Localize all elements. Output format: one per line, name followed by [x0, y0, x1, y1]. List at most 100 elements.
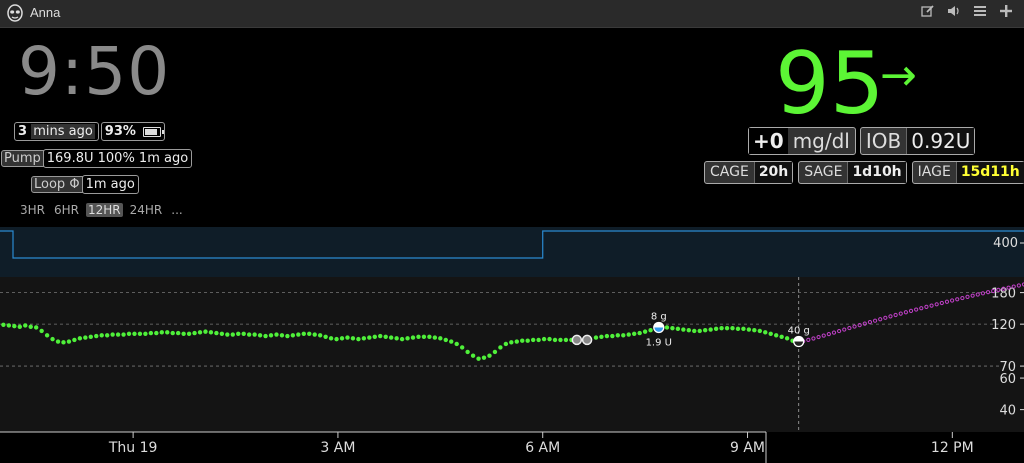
- glucose-point: [246, 332, 252, 337]
- glucose-point: [50, 336, 55, 342]
- iob-pill[interactable]: IOB 0.92U: [859, 127, 976, 155]
- sage-value: 1d10h: [847, 162, 906, 183]
- y-tick-label-70: 70: [999, 360, 1016, 375]
- add-icon[interactable]: [998, 4, 1014, 22]
- range-24hr-button[interactable]: 24HR: [129, 203, 163, 217]
- bg-delta: +0 mg/dl: [748, 127, 856, 155]
- battery-status: 93%: [100, 122, 166, 141]
- y-tick-label-180: 180: [991, 287, 1016, 302]
- forecast-point: [888, 314, 893, 319]
- pump-label: Pump: [1, 150, 44, 167]
- range-12hr-button[interactable]: 12HR: [86, 203, 123, 217]
- iage-pill[interactable]: IAGE 15d11h: [911, 161, 1024, 184]
- glucose-point: [476, 356, 481, 361]
- calibration-point[interactable]: [581, 334, 593, 346]
- glucose-point: [115, 332, 121, 337]
- glucose-point: [757, 328, 763, 334]
- glucose-point: [773, 333, 779, 338]
- forecast-point: [878, 317, 883, 322]
- glucose-point: [110, 332, 115, 337]
- forecast-point: [980, 291, 986, 296]
- glucose-point: [274, 332, 279, 337]
- glucose-point: [219, 331, 225, 337]
- glucose-point: [719, 325, 724, 331]
- glucose-point: [615, 333, 621, 338]
- basal-panel: [0, 227, 1024, 277]
- glucose-point: [356, 336, 361, 342]
- loop-value: 1m ago: [81, 175, 139, 194]
- glucose-point: [143, 331, 148, 337]
- calibration-point[interactable]: [571, 334, 583, 346]
- top-bar: Anna: [0, 0, 1024, 28]
- glucose-point: [285, 333, 290, 339]
- glucose-point: [702, 328, 708, 333]
- forecast-point: [893, 312, 898, 318]
- range-3hr-button[interactable]: 3HR: [20, 203, 45, 217]
- forecast-point: [842, 327, 847, 332]
- app-title: Anna: [30, 5, 61, 20]
- x-tick-label-1: 3 AM: [320, 440, 355, 456]
- x-axis-panel: [0, 432, 1024, 463]
- sage-pill[interactable]: SAGE 1d10h: [798, 161, 907, 184]
- glucose-point: [427, 334, 432, 339]
- glucose-point: [552, 337, 558, 343]
- glucose-point: [681, 327, 686, 332]
- glucose-point: [692, 328, 697, 334]
- glucose-point: [88, 334, 93, 339]
- glucose-point: [121, 332, 126, 337]
- glucose-point: [328, 336, 334, 341]
- glucose-point: [621, 333, 626, 338]
- forecast-point: [929, 303, 934, 308]
- glucose-point: [1, 322, 6, 328]
- forecast-point: [1006, 285, 1011, 290]
- glucose-point: [72, 337, 77, 343]
- bg-value: 95: [775, 34, 885, 134]
- glucose-point: [604, 333, 610, 339]
- nightscout-logo-icon: [7, 4, 23, 22]
- glucose-point: [361, 336, 367, 341]
- glucose-point: [416, 334, 421, 339]
- trend-arrow-icon: →: [880, 50, 917, 101]
- glucose-point: [6, 323, 12, 328]
- pump-status[interactable]: Pump 169.8U 100% 1m ago: [1, 149, 193, 168]
- treatment-insulin-label: 1.9 U: [646, 337, 672, 348]
- pump-value: 169.8U 100% 1m ago: [42, 149, 193, 168]
- battery-icon: [143, 126, 165, 137]
- glucose-point: [541, 336, 547, 342]
- glucose-point: [631, 331, 637, 337]
- glucose-point: [148, 330, 154, 336]
- glucose-point: [252, 332, 257, 337]
- volume-icon[interactable]: [946, 4, 962, 22]
- range-more-button[interactable]: ...: [171, 203, 183, 217]
- glucose-point: [165, 330, 170, 335]
- glucose-point: [410, 335, 416, 340]
- glucose-point: [334, 336, 339, 342]
- forecast-point: [821, 333, 826, 338]
- glucose-point: [55, 339, 61, 344]
- glucose-point: [367, 335, 372, 340]
- glucose-point: [263, 333, 268, 339]
- x-tick-label-4: 12 PM: [931, 440, 974, 456]
- glucose-point: [648, 328, 653, 333]
- cage-pill[interactable]: CAGE 20h: [704, 161, 794, 184]
- menu-icon[interactable]: [972, 4, 988, 22]
- glucose-point: [610, 333, 615, 339]
- forecast-point: [826, 331, 831, 337]
- iob-label: IOB: [865, 129, 902, 153]
- y-tick-label-400: 400: [993, 236, 1018, 251]
- edit-icon[interactable]: [920, 4, 936, 22]
- loop-status[interactable]: Loop Φ 1m ago: [31, 175, 139, 194]
- glucose-point: [421, 334, 427, 339]
- loop-label-wrap: Loop Φ: [31, 176, 83, 193]
- range-6hr-button[interactable]: 6HR: [54, 203, 79, 217]
- glucose-point: [730, 325, 735, 331]
- glucose-point: [378, 333, 383, 339]
- glucose-point: [724, 325, 730, 331]
- last-reading-age: 3 mins ago: [14, 122, 99, 141]
- glucose-point: [563, 337, 569, 343]
- cage-value: 20h: [753, 162, 793, 183]
- glucose-point: [487, 353, 492, 358]
- delta-value: +0: [749, 128, 788, 154]
- forecast-point: [965, 294, 970, 299]
